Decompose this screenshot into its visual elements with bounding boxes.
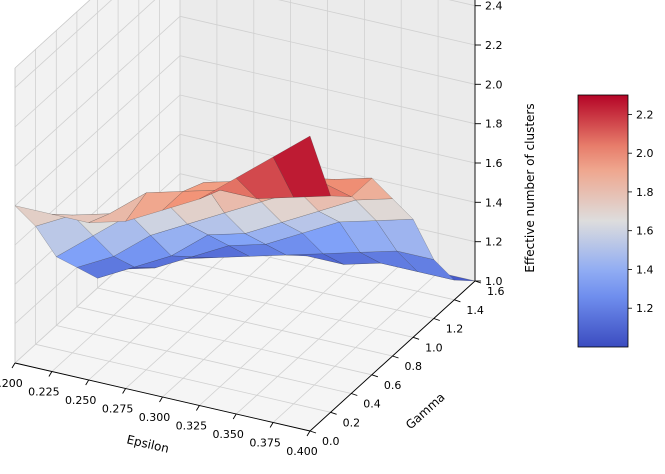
grid-line	[14, 16, 181, 167]
y-tick-label: 1.4	[466, 304, 484, 317]
grid-line	[118, 268, 414, 338]
y-tick-label: 0.4	[363, 398, 381, 411]
y-tick	[371, 374, 379, 378]
y-tick	[309, 430, 317, 434]
colorbar-gradient	[577, 94, 629, 348]
surface-patch	[272, 135, 331, 198]
y-tick-label: 1.6	[487, 285, 505, 298]
grid-line	[56, 325, 352, 394]
y-tick	[433, 318, 440, 321]
grid-line	[138, 250, 434, 319]
x-tick-label: 0.275	[102, 403, 134, 416]
y-tick-label: 0.8	[405, 360, 423, 373]
grid-line	[277, 0, 476, 46]
grid-line	[14, 0, 156, 128]
grid-line	[97, 287, 393, 357]
grid-line	[179, 15, 476, 85]
x-tick	[85, 379, 90, 386]
x-tick	[11, 362, 16, 369]
y-tick	[330, 411, 337, 415]
grid-line	[179, 94, 476, 164]
axis-ticks: 0.200 0.225 0.250 0.275 0.300 0.325 0.350 0.375…	[0, 0, 505, 458]
x-tick-label: 0.325	[176, 420, 208, 433]
y-tick	[412, 336, 420, 340]
y-tick-label: 1.0	[425, 341, 443, 354]
grid-line	[76, 306, 372, 376]
y-tick-label: 1.2	[446, 323, 464, 336]
x-tick	[269, 422, 274, 428]
y-tick	[454, 299, 461, 303]
grid-line	[35, 343, 331, 413]
y-tick-label: 0.0	[322, 435, 340, 448]
x-axis-label: Epsilon	[125, 432, 170, 455]
x-tick-label: 0.250	[65, 394, 97, 407]
x-tick-label: 0.350	[212, 428, 244, 441]
y-tick-label: 0.6	[384, 379, 402, 392]
x-tick-label: 0.200	[0, 377, 23, 390]
x-tick	[122, 388, 126, 394]
grid-line	[14, 134, 181, 285]
colorbar-tick-label: 2.2	[636, 108, 654, 121]
x-tick-label: 0.400	[286, 445, 318, 458]
x-tick-label: 0.225	[28, 386, 60, 399]
colorbar-tick-label: 1.8	[636, 186, 654, 199]
grid-line	[179, 133, 476, 203]
grid-line	[14, 0, 113, 88]
y-axis-label: Gamma	[403, 390, 448, 432]
z-axis-label: Effective number of clusters	[523, 103, 537, 272]
pane-edge	[14, 0, 91, 69]
z-tick-label: 2.4	[485, 0, 503, 13]
surface	[14, 135, 476, 282]
z-tick-label: 2.0	[485, 78, 503, 91]
x-tick-label: 0.375	[249, 437, 281, 450]
x-tick-label: 0.300	[139, 411, 171, 424]
colorbar-tick-label: 1.4	[636, 264, 654, 277]
z-tick-label: 1.6	[485, 157, 503, 170]
y-tick	[351, 393, 358, 396]
z-tick-label: 1.2	[485, 236, 503, 249]
x-tick	[196, 405, 200, 411]
z-tick-label: 2.2	[485, 39, 503, 52]
grid-line	[14, 55, 181, 206]
z-tick-label: 1.0	[485, 275, 503, 288]
y-tick	[392, 355, 399, 359]
x-tick	[232, 413, 237, 420]
colorbar-tick-label: 1.6	[636, 225, 654, 238]
x-tick	[48, 371, 53, 377]
colorbar-tick-label: 1.2	[636, 302, 654, 315]
y-tick-label: 0.2	[343, 416, 361, 429]
colorbar: 1.2 1.4 1.6 1.8 2.0 2.2	[577, 94, 654, 348]
grid-line	[179, 55, 476, 125]
x-tick	[306, 430, 311, 437]
colorbar-tick-label: 2.0	[636, 147, 654, 160]
z-tick-label: 1.4	[485, 196, 503, 209]
z-tick-label: 1.8	[485, 118, 503, 131]
x-tick	[159, 396, 163, 403]
